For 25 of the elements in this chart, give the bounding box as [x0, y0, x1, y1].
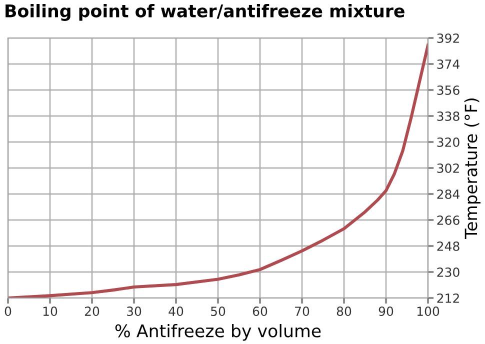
x-tick-label: 0	[4, 306, 12, 316]
x-tick-label: 20	[84, 306, 100, 316]
y-tick-label: 320	[437, 137, 460, 147]
x-tick-label: 60	[252, 306, 268, 316]
y-tick-label: 230	[437, 267, 460, 277]
x-tick-label: 80	[336, 306, 352, 316]
x-tick-label: 30	[127, 306, 142, 316]
chart-title: Boiling point of water/antifreeze mixture	[6, 4, 404, 21]
x-tick-label: 10	[43, 306, 58, 316]
x-axis-title: % Antifreeze by volume	[115, 324, 321, 341]
y-tick-label: 356	[437, 85, 460, 95]
y-tick-label: 302	[437, 163, 459, 173]
y-tick-label: 248	[437, 241, 460, 251]
x-tick-label: 70	[295, 306, 310, 316]
y-axis-title: Temperature (°F)	[464, 98, 480, 239]
y-tick-label: 284	[437, 189, 460, 199]
y-tick-label: 392	[437, 33, 459, 43]
y-tick-label: 212	[437, 293, 459, 303]
y-tick-label: 338	[437, 111, 460, 121]
x-tick-label: 40	[168, 306, 184, 316]
x-tick-label: 90	[378, 306, 394, 316]
x-tick-label: 50	[211, 306, 226, 316]
x-tick-label: 100	[417, 306, 440, 316]
y-tick-label: 266	[437, 215, 460, 225]
y-tick-label: 374	[437, 59, 460, 69]
